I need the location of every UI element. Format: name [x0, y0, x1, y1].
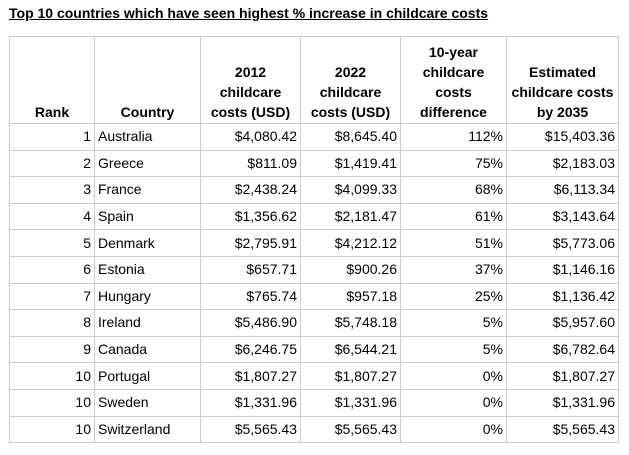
country-cell: Switzerland	[94, 415, 201, 444]
costs-2022-cell: $5,748.18	[300, 309, 401, 337]
country-cell: Estonia	[94, 255, 201, 284]
rank-cell: 1	[9, 123, 95, 151]
costs-2012-cell: $1,807.27	[200, 362, 301, 390]
difference-cell: 0%	[400, 415, 507, 444]
table-row: 1 Australia $4,080.42 $8,645.40 112% $15,403.…	[9, 123, 619, 151]
column-header-2022-costs: 2022 childcare costs (USD)	[300, 36, 401, 124]
column-header-2012-costs: 2012 childcare costs (USD)	[200, 36, 301, 124]
difference-cell: 61%	[400, 202, 507, 231]
page-title: Top 10 countries which have seen highest…	[9, 5, 489, 21]
costs-2022-cell: $1,331.96	[300, 388, 401, 417]
costs-2012-cell: $2,438.24	[200, 176, 301, 204]
estimate-2035-cell: $3,143.64	[506, 202, 619, 231]
table-row: 4 Spain $1,356.62 $2,181.47 61% $3,143.64	[9, 202, 619, 231]
costs-2022-cell: $957.18	[300, 282, 401, 311]
rank-cell: 10	[9, 415, 95, 444]
rank-cell: 2	[9, 149, 95, 178]
table-row: 10 Switzerland $5,565.43 $5,565.43 0% $5,565.…	[9, 415, 619, 444]
estimate-2035-cell: $6,113.34	[506, 176, 619, 204]
estimate-2035-cell: $1,136.42	[506, 282, 619, 311]
estimate-2035-cell: $5,957.60	[506, 309, 619, 337]
estimate-2035-cell: $6,782.64	[506, 335, 619, 364]
costs-2012-cell: $5,565.43	[200, 415, 301, 444]
costs-2022-cell: $900.26	[300, 255, 401, 284]
table-row: 5 Denmark $2,795.91 $4,212.12 51% $5,773.06	[9, 229, 619, 257]
estimate-2035-cell: $15,403.36	[506, 123, 619, 151]
rank-cell: 3	[9, 176, 95, 204]
estimate-2035-cell: $1,146.16	[506, 255, 619, 284]
table-row: 2 Greece $811.09 $1,419.41 75% $2,183.03	[9, 149, 619, 178]
costs-2012-cell: $765.74	[200, 282, 301, 311]
costs-2022-cell: $4,212.12	[300, 229, 401, 257]
table-row: 7 Hungary $765.74 $957.18 25% $1,136.42	[9, 282, 619, 311]
table-header-row: Rank Country 2012 childcare costs (USD) …	[9, 36, 619, 124]
column-header-2035-estimate: Estimated childcare costs by 2035	[506, 36, 619, 124]
country-cell: Canada	[94, 335, 201, 364]
costs-2022-cell: $6,544.21	[300, 335, 401, 364]
estimate-2035-cell: $5,773.06	[506, 229, 619, 257]
costs-2012-cell: $1,331.96	[200, 388, 301, 417]
country-cell: Denmark	[94, 229, 201, 257]
table-row: 6 Estonia $657.71 $900.26 37% $1,146.16	[9, 255, 619, 284]
costs-2022-cell: $2,181.47	[300, 202, 401, 231]
table-row: 10 Portugal $1,807.27 $1,807.27 0% $1,807.27	[9, 362, 619, 390]
costs-2012-cell: $2,795.91	[200, 229, 301, 257]
difference-cell: 25%	[400, 282, 507, 311]
country-cell: Spain	[94, 202, 201, 231]
rank-cell: 4	[9, 202, 95, 231]
country-cell: Portugal	[94, 362, 201, 390]
country-cell: Sweden	[94, 388, 201, 417]
costs-2012-cell: $5,486.90	[200, 309, 301, 337]
rank-cell: 5	[9, 229, 95, 257]
country-cell: Greece	[94, 149, 201, 178]
costs-2012-cell: $657.71	[200, 255, 301, 284]
country-cell: Ireland	[94, 309, 201, 337]
rank-cell: 7	[9, 282, 95, 311]
costs-2022-cell: $8,645.40	[300, 123, 401, 151]
estimate-2035-cell: $1,331.96	[506, 388, 619, 417]
costs-2012-cell: $6,246.75	[200, 335, 301, 364]
country-cell: Australia	[94, 123, 201, 151]
estimate-2035-cell: $2,183.03	[506, 149, 619, 178]
rank-cell: 6	[9, 255, 95, 284]
costs-2012-cell: $4,080.42	[200, 123, 301, 151]
difference-cell: 51%	[400, 229, 507, 257]
childcare-costs-table: Rank Country 2012 childcare costs (USD) …	[9, 36, 619, 444]
costs-2012-cell: $1,356.62	[200, 202, 301, 231]
rank-cell: 10	[9, 362, 95, 390]
column-header-difference: 10-year childcare costs difference	[400, 36, 507, 124]
country-cell: Hungary	[94, 282, 201, 311]
estimate-2035-cell: $1,807.27	[506, 362, 619, 390]
table-row: 10 Sweden $1,331.96 $1,331.96 0% $1,331.96	[9, 388, 619, 417]
column-header-rank: Rank	[9, 36, 95, 124]
costs-2022-cell: $1,807.27	[300, 362, 401, 390]
costs-2012-cell: $811.09	[200, 149, 301, 178]
rank-cell: 9	[9, 335, 95, 364]
column-header-country: Country	[94, 36, 201, 124]
difference-cell: 37%	[400, 255, 507, 284]
table-row: 9 Canada $6,246.75 $6,544.21 5% $6,782.64	[9, 335, 619, 364]
costs-2022-cell: $4,099.33	[300, 176, 401, 204]
difference-cell: 5%	[400, 309, 507, 337]
costs-2022-cell: $5,565.43	[300, 415, 401, 444]
table-row: 8 Ireland $5,486.90 $5,748.18 5% $5,957.60	[9, 309, 619, 337]
difference-cell: 112%	[400, 123, 507, 151]
difference-cell: 0%	[400, 362, 507, 390]
estimate-2035-cell: $5,565.43	[506, 415, 619, 444]
difference-cell: 75%	[400, 149, 507, 178]
difference-cell: 5%	[400, 335, 507, 364]
difference-cell: 68%	[400, 176, 507, 204]
difference-cell: 0%	[400, 388, 507, 417]
country-cell: France	[94, 176, 201, 204]
table-body: 1 Australia $4,080.42 $8,645.40 112% $15,403.…	[9, 123, 619, 444]
costs-2022-cell: $1,419.41	[300, 149, 401, 178]
table-row: 3 France $2,438.24 $4,099.33 68% $6,113.34	[9, 176, 619, 204]
rank-cell: 10	[9, 388, 95, 417]
rank-cell: 8	[9, 309, 95, 337]
